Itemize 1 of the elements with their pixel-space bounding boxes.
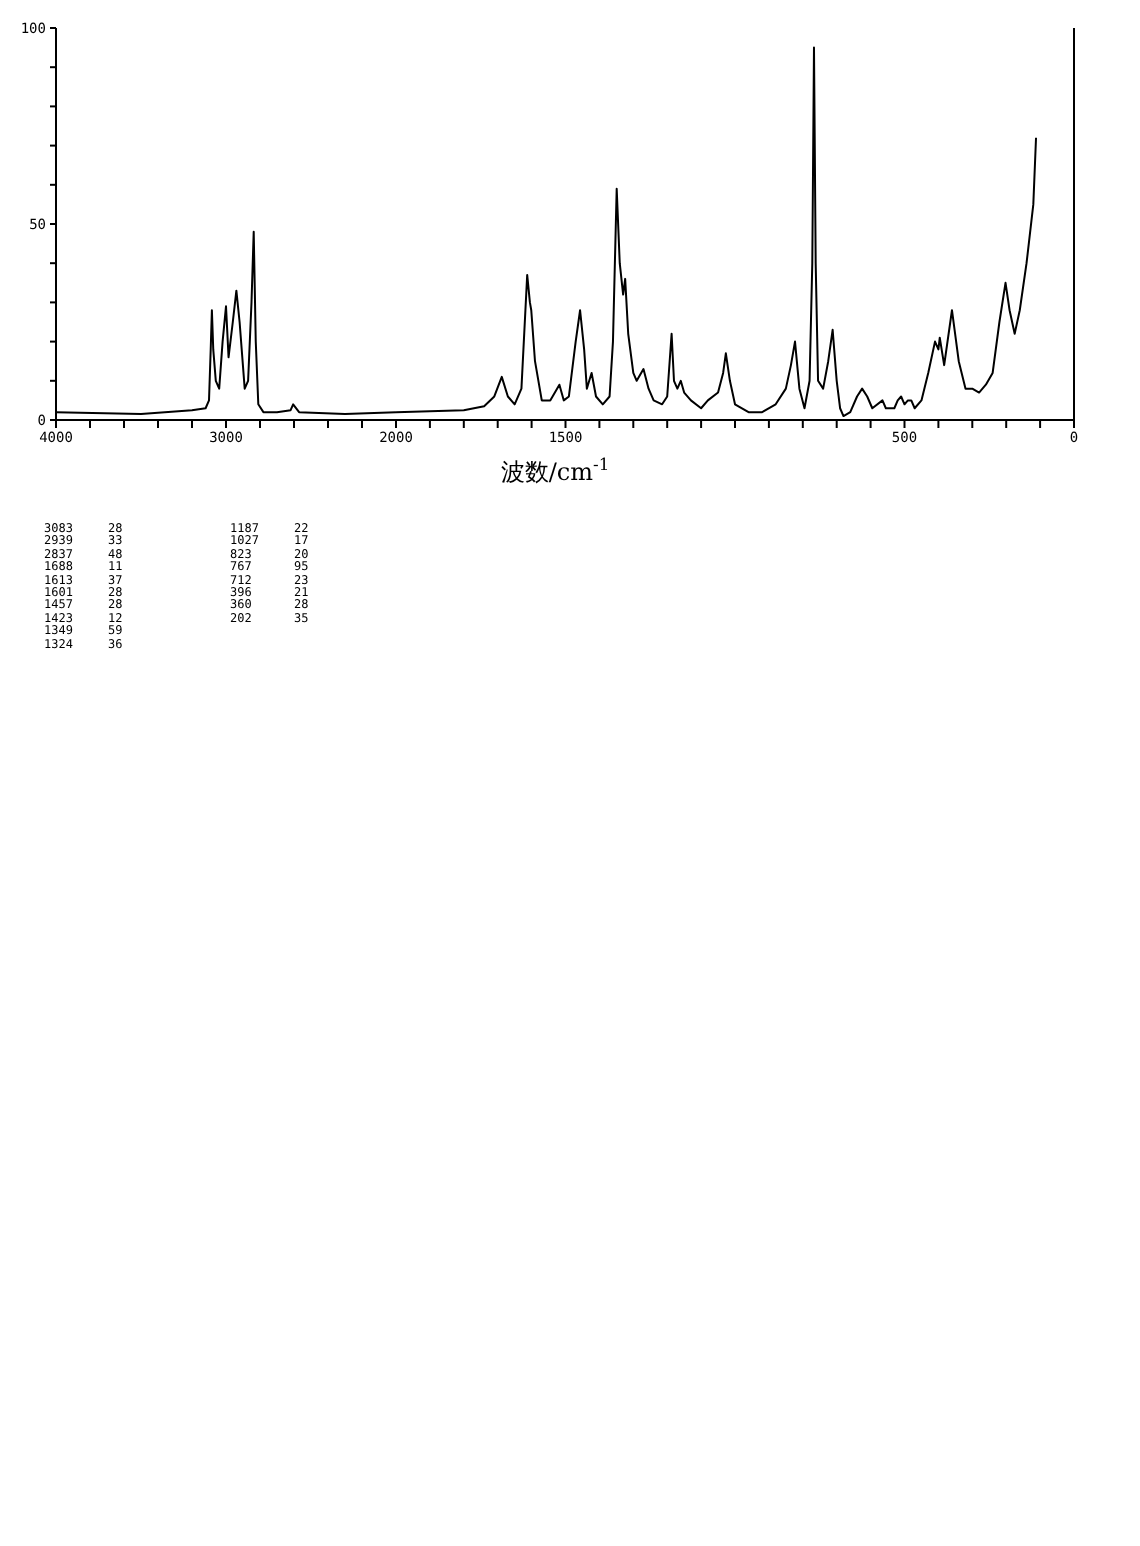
x-axis-title: 波数/cm$^{-1}$ xyxy=(500,454,610,486)
